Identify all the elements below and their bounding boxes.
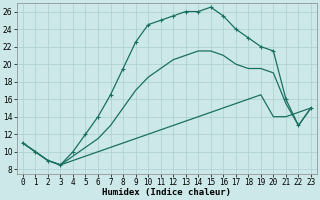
X-axis label: Humidex (Indice chaleur): Humidex (Indice chaleur) — [102, 188, 231, 197]
